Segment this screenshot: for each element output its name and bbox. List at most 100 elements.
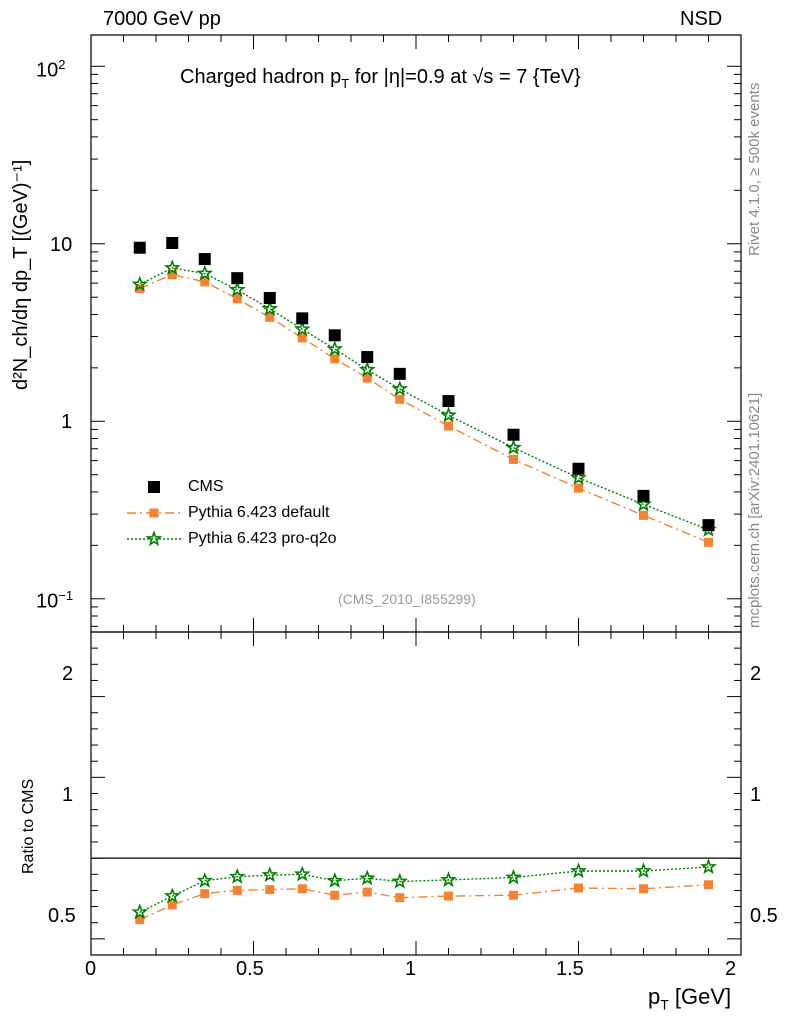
ratio-tick-1-right: 1 (750, 784, 762, 806)
ratio-point-proq2o (440, 871, 457, 888)
series-line-default (139, 273, 709, 543)
point-default (167, 270, 177, 280)
y-tick-01-base: 10 (36, 590, 59, 613)
x-tick-0: 0 (85, 958, 97, 980)
legend-label-proq2o: Pythia 6.423 pro-q2o (188, 530, 337, 547)
y-tick-01: 10−1 (36, 588, 73, 614)
x-axis-title-main: p (648, 984, 661, 1009)
ratio-point-proq2o (131, 903, 149, 920)
point-cms (507, 428, 520, 441)
ratio-tick-2-left: 2 (62, 663, 74, 685)
ratio-tick-2-right: 2 (750, 663, 762, 685)
ratio-point-proq2o (326, 871, 344, 888)
header-right: NSD (680, 8, 723, 30)
ratio-point-proq2o (228, 867, 246, 884)
x-axis-title-unit: [GeV] (668, 984, 732, 1009)
point-cms (393, 367, 406, 380)
point-default (639, 510, 648, 520)
point-default (135, 283, 145, 293)
y-tick-01-exp: −1 (58, 588, 74, 603)
sqrt-icon: √ (472, 66, 484, 88)
ratio-tick-1-left: 1 (62, 784, 74, 806)
ratio-point-default (395, 893, 405, 903)
point-default (200, 277, 210, 287)
point-cms (263, 291, 276, 304)
x-tick-15: 1.5 (556, 958, 584, 980)
point-cms (637, 489, 650, 502)
point-proq2o (391, 380, 409, 397)
point-default (395, 394, 405, 404)
point-proq2o (326, 340, 344, 357)
y-tick-10: 10 (50, 234, 73, 256)
legend-label-cms: CMS (188, 478, 224, 495)
y-axis-title: d²N_ch/dη dp_T [(GeV)⁻¹] (8, 30, 33, 390)
ratio-point-proq2o (196, 871, 214, 888)
point-default (232, 294, 242, 304)
ratio-point-default (574, 883, 583, 893)
ratio-tick-05-right: 0.5 (750, 905, 778, 927)
ratio-point-proq2o (700, 858, 717, 875)
ratio-point-default (265, 885, 275, 895)
x-tick-1: 1 (405, 958, 417, 980)
mcplots-label: mcplots.cern.ch [arXiv:2401.10621] (746, 392, 763, 628)
point-proq2o (163, 259, 181, 276)
ratio-point-default (509, 890, 518, 900)
ratio-point-default (200, 889, 210, 899)
ratio-point-default (297, 884, 307, 894)
point-proq2o (440, 406, 457, 423)
point-proq2o (505, 438, 522, 455)
y-tick-100-base: 10 (36, 59, 59, 82)
x-tick-05: 0.5 (236, 958, 264, 980)
point-cms (328, 329, 341, 342)
point-default (330, 354, 340, 364)
point-proq2o (196, 264, 214, 281)
ratio-y-axis-title: Ratio to CMS (20, 778, 37, 874)
point-default (704, 537, 713, 547)
ratio-point-proq2o (635, 862, 652, 879)
y-tick-1: 1 (61, 411, 73, 433)
point-cms (296, 312, 309, 325)
point-proq2o (358, 361, 376, 378)
ratio-line-default (139, 884, 709, 921)
chart-title: Charged hadron pT for |η|=0.9 at √s = 7 … (180, 66, 581, 91)
point-cms (166, 237, 179, 250)
point-cms (133, 241, 146, 254)
ratio-point-proq2o (358, 869, 376, 886)
point-default (297, 333, 307, 343)
header-left: 7000 GeV pp (103, 8, 221, 30)
ratio-point-proq2o (570, 862, 587, 879)
ratio-point-proq2o (261, 866, 279, 883)
ratio-point-default (704, 880, 713, 890)
point-default (444, 421, 453, 431)
point-cms (231, 272, 244, 285)
point-default (265, 312, 275, 322)
ratio-point-default (135, 914, 145, 924)
title-sub: T (341, 76, 350, 91)
x-tick-2: 2 (725, 958, 737, 980)
point-cms (361, 351, 374, 364)
ratio-point-proq2o (163, 887, 181, 904)
ratio-point-proq2o (293, 865, 311, 882)
point-cms (442, 395, 455, 408)
ratio-point-proq2o (391, 872, 409, 889)
point-proq2o (261, 300, 279, 316)
legend-marker-cms (148, 481, 160, 493)
analysis-tag: (CMS_2010_I855299) (338, 591, 476, 607)
y-tick-100-exp: 2 (58, 57, 66, 72)
point-default (574, 483, 583, 493)
x-axis-title-sub: T (660, 996, 669, 1013)
ratio-tick-05-left: 0.5 (48, 905, 76, 927)
rivet-label: Rivet 4.1.0, ≥ 500k events (746, 82, 763, 256)
series-line-proq2o (139, 267, 709, 531)
legend-label-default: Pythia 6.423 default (188, 504, 330, 521)
ratio-plot-frame (90, 631, 742, 956)
point-cms (572, 462, 585, 475)
point-default (509, 454, 518, 464)
point-cms (198, 253, 211, 266)
legend-marker-default (149, 508, 159, 518)
title-part-a: Charged hadron p (180, 66, 342, 88)
point-proq2o (228, 281, 246, 297)
point-proq2o (570, 469, 587, 485)
ratio-point-default (167, 900, 177, 910)
